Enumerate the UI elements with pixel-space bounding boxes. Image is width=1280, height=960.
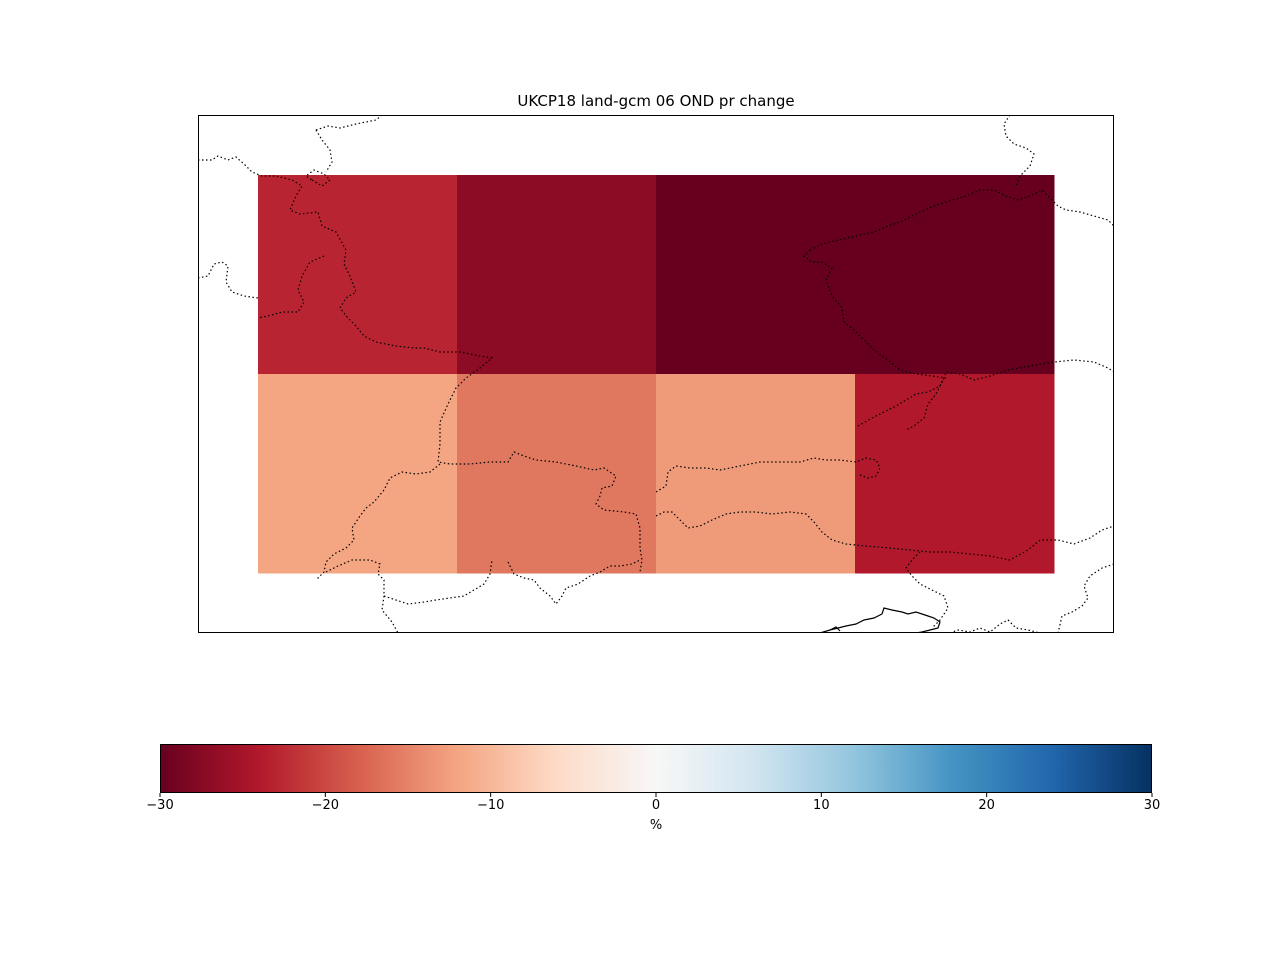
border-line — [315, 463, 441, 581]
border-line — [257, 255, 325, 319]
heatmap-cell — [656, 175, 856, 375]
border-line — [857, 359, 1114, 427]
coastlines — [819, 607, 941, 633]
heatmap-cell — [855, 175, 1055, 375]
border-line — [905, 551, 949, 629]
colorbar-tick-label: −10 — [477, 798, 504, 813]
border-line — [507, 559, 641, 605]
colorbar-ticks: −30 −20 −10 0 10 20 30 — [146, 793, 1160, 813]
heatmap-cell — [457, 175, 657, 375]
colorbar-tick-label: 30 — [1144, 798, 1161, 813]
colorbar-label: % — [650, 818, 662, 833]
heatmap-cells — [258, 175, 1055, 574]
heatmap-cell — [258, 374, 458, 574]
border-line — [315, 129, 333, 173]
border-line — [1057, 563, 1114, 633]
colorbar-tick-label: −20 — [312, 798, 339, 813]
map-frame — [198, 115, 1114, 633]
colorbar-tick-label: −30 — [146, 798, 173, 813]
coastline — [819, 607, 941, 633]
colorbar: −30 −20 −10 0 10 20 30 % — [146, 744, 1160, 833]
coastline — [829, 626, 841, 632]
country-borders — [198, 115, 1114, 633]
chart-title: UKCP18 land-gcm 06 OND pr change — [517, 92, 794, 110]
heatmap-cell — [855, 374, 1055, 574]
border-line — [803, 249, 947, 379]
heatmap-cell — [258, 175, 458, 375]
colorbar-tick-label: 20 — [978, 798, 995, 813]
heatmap-cell — [457, 374, 657, 574]
map-panel — [198, 115, 1114, 633]
border-line — [809, 189, 1114, 251]
border-line — [315, 115, 383, 131]
border-line — [655, 457, 881, 493]
colorbar-frame — [160, 744, 1152, 793]
border-line — [198, 155, 643, 573]
colorbar-tick-label: 10 — [813, 798, 830, 813]
heatmap-cell — [656, 374, 856, 574]
colorbar-tick-label: 0 — [652, 798, 660, 813]
border-line — [383, 559, 493, 605]
border-line — [655, 511, 1114, 561]
border-line — [949, 619, 1041, 633]
colorbar-gradient — [160, 744, 1152, 793]
